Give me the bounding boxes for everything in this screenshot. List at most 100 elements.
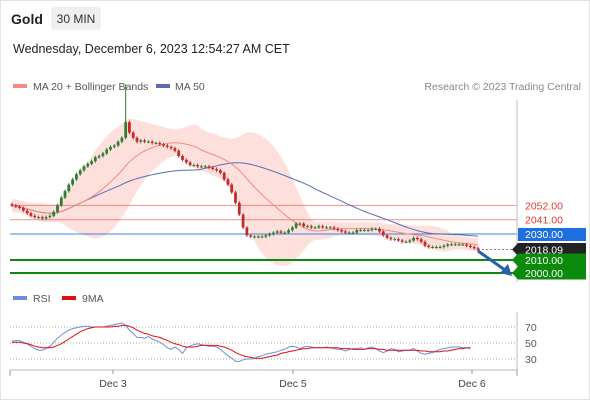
candle-body xyxy=(457,244,461,246)
candle-body xyxy=(143,140,146,142)
candle-body xyxy=(279,231,283,233)
candle xyxy=(143,138,146,144)
rsi-ma-legend-swatch xyxy=(62,296,76,300)
candle-body xyxy=(112,145,116,147)
candle xyxy=(109,145,112,152)
candle xyxy=(63,189,67,200)
candle-body xyxy=(90,161,93,164)
candle xyxy=(450,242,453,246)
candle xyxy=(67,183,71,193)
candle xyxy=(291,225,294,232)
candle-body xyxy=(431,247,434,248)
candle xyxy=(476,246,480,252)
candle xyxy=(370,227,374,232)
candle-body xyxy=(222,172,226,180)
candle-body xyxy=(446,244,450,246)
candle xyxy=(25,209,29,215)
candle xyxy=(147,140,150,144)
candle-body xyxy=(412,237,415,241)
interval-label: 30 MIN xyxy=(57,12,96,26)
ma20-legend-label: MA 20 + Bollinger Bands xyxy=(33,81,148,93)
candle-body xyxy=(40,217,44,219)
candle xyxy=(272,231,275,236)
candle-body xyxy=(476,248,480,250)
candle xyxy=(78,168,82,176)
candle xyxy=(461,242,465,246)
rsi-ma-legend-label: 9MA xyxy=(82,293,104,305)
candle-body xyxy=(404,241,408,243)
candle-body xyxy=(461,244,465,246)
candle-body xyxy=(154,143,158,144)
candle-body xyxy=(309,226,313,228)
candle xyxy=(162,142,165,148)
ma20-legend-swatch xyxy=(13,84,27,88)
candle-body xyxy=(298,223,302,225)
candle-body xyxy=(109,146,112,150)
candle-body xyxy=(294,223,298,228)
candle xyxy=(438,245,442,249)
ma50-legend-swatch xyxy=(156,84,170,88)
candle-body xyxy=(200,166,203,168)
candle xyxy=(275,229,279,235)
rsi-tick-label: 30 xyxy=(525,354,537,366)
candle-body xyxy=(184,159,188,163)
candle xyxy=(397,237,400,243)
candle-body xyxy=(215,169,218,171)
candle-body xyxy=(283,232,287,234)
candle xyxy=(101,151,105,158)
candle xyxy=(393,237,397,241)
candle xyxy=(135,136,139,144)
candle-body xyxy=(139,140,143,142)
candle xyxy=(381,229,385,237)
candle-body xyxy=(332,227,336,229)
candle-body xyxy=(336,228,340,231)
candle xyxy=(332,225,336,231)
candle-body xyxy=(150,141,154,143)
candle xyxy=(215,167,218,172)
rsi-tick-label: 70 xyxy=(525,322,537,334)
candle xyxy=(158,141,162,146)
candle-body xyxy=(120,137,124,142)
level-tag xyxy=(512,242,586,256)
candle xyxy=(181,154,184,162)
candle xyxy=(400,238,404,244)
candle-body xyxy=(359,230,362,232)
candle xyxy=(336,227,340,232)
level-tag xyxy=(512,266,586,280)
candle xyxy=(22,206,25,213)
level-value: 2052.00 xyxy=(525,200,563,212)
candle xyxy=(294,222,298,230)
candle-body xyxy=(408,240,412,242)
candle xyxy=(419,237,423,244)
ma50-line xyxy=(11,162,479,237)
candle xyxy=(131,131,135,140)
candle xyxy=(14,203,18,209)
candle-body xyxy=(56,205,59,212)
interval-chip[interactable] xyxy=(51,7,101,30)
candle xyxy=(90,159,93,166)
candle xyxy=(222,171,226,181)
candle xyxy=(37,215,40,219)
candle xyxy=(431,245,434,249)
candle xyxy=(52,210,56,218)
candle xyxy=(97,154,101,159)
candle-body xyxy=(389,237,393,240)
candle-body xyxy=(272,232,275,234)
candle xyxy=(40,215,44,220)
candle-body xyxy=(370,228,374,231)
candle xyxy=(226,177,230,187)
level-value: 2030.00 xyxy=(525,229,563,241)
candle xyxy=(82,164,86,172)
candle xyxy=(116,140,120,148)
candle-body xyxy=(469,245,472,247)
candle xyxy=(279,229,283,235)
candle-body xyxy=(52,211,56,216)
candle xyxy=(230,183,234,194)
candle xyxy=(340,228,343,233)
candle-body xyxy=(67,184,71,192)
candle-body xyxy=(59,197,63,206)
candle xyxy=(298,222,302,226)
level-value: 2010.00 xyxy=(525,255,563,267)
candle xyxy=(469,244,472,249)
